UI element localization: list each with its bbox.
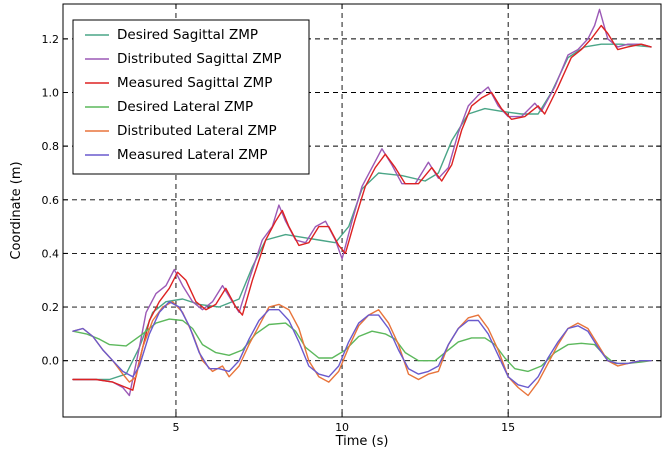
legend-entry: Desired Sagittal ZMP — [117, 27, 258, 43]
x-axis-label: Time (s) — [335, 434, 389, 449]
series-line-5 — [72, 301, 652, 397]
series-line-4 — [72, 318, 652, 373]
plot-frame — [62, 3, 662, 418]
y-tick-label: 0.4 — [42, 247, 60, 260]
y-tick-label: 0.0 — [42, 355, 60, 368]
y-tick-label: 1.2 — [42, 33, 60, 46]
legend-entry: Measured Sagittal ZMP — [117, 75, 272, 91]
x-tick-label: 5 — [172, 421, 179, 434]
series-lines — [72, 8, 652, 397]
x-tick-label: 15 — [501, 421, 515, 434]
series-line-6 — [72, 301, 652, 389]
y-axis-ticks: 0.0 0.2 0.4 0.6 0.8 1.0 1.2 — [42, 33, 661, 368]
y-axis-label: Coordinate (m) — [9, 161, 24, 259]
y-tick-label: 0.2 — [42, 301, 60, 314]
y-tick-label: 1.0 — [42, 87, 60, 100]
legend-entry: Distributed Sagittal ZMP — [117, 51, 281, 67]
series-line-3 — [72, 24, 652, 391]
legend-entry: Distributed Lateral ZMP — [117, 123, 277, 139]
series-line-2 — [72, 8, 652, 397]
legend: Desired Sagittal ZMP Distributed Sagittal… — [72, 19, 310, 175]
legend-box — [72, 19, 310, 175]
y-tick-label: 0.8 — [42, 140, 60, 153]
legend-entry: Measured Lateral ZMP — [117, 147, 268, 163]
y-tick-label: 0.6 — [42, 194, 60, 207]
x-axis-ticks: 5 10 15 — [172, 4, 515, 434]
x-tick-label: 10 — [335, 421, 349, 434]
legend-entry: Desired Lateral ZMP — [117, 99, 253, 115]
